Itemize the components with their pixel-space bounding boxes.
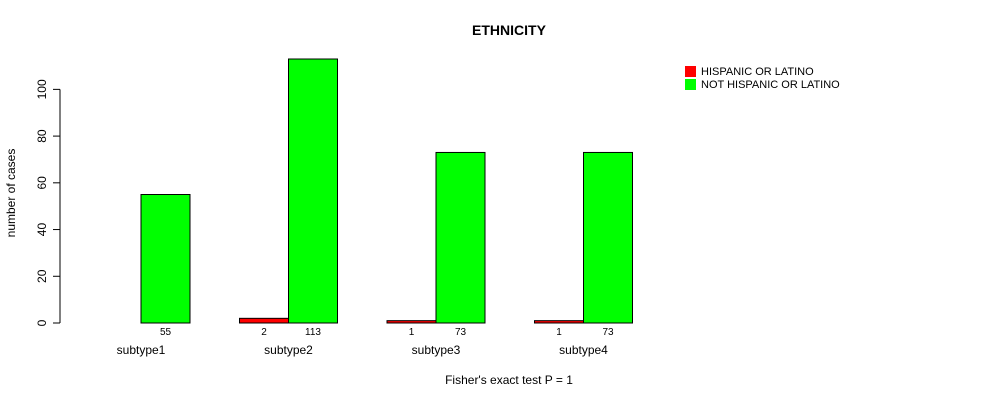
legend-label-0: HISPANIC OR LATINO <box>701 66 814 78</box>
y-axis-label: number of cases <box>4 149 18 238</box>
category-labels: subtype1 subtype2 subtype3 subtype4 <box>117 343 609 357</box>
category-label-subtype2: subtype2 <box>264 343 313 357</box>
y-tick-label-0: 0 <box>35 319 49 326</box>
y-tick-label-40: 40 <box>35 223 49 237</box>
count-label-subtype1-not-hispanic: 55 <box>160 327 172 338</box>
bar-subtype4-hispanic <box>534 320 584 324</box>
bar-subtype4-not-hispanic <box>583 151 633 324</box>
legend-label-1: NOT HISPANIC OR LATINO <box>701 79 840 91</box>
category-label-subtype4: subtype4 <box>559 343 608 357</box>
bar-subtype2-hispanic <box>239 317 289 324</box>
legend-swatch-1 <box>685 79 696 90</box>
category-label-subtype3: subtype3 <box>412 343 461 357</box>
x-axis-label: Fisher's exact test P = 1 <box>445 373 573 387</box>
count-label-subtype4-hispanic: 1 <box>556 327 562 338</box>
legend-swatch-0 <box>685 66 696 77</box>
count-label-subtype3-hispanic: 1 <box>409 327 415 338</box>
count-label-subtype2-not-hispanic: 113 <box>305 327 321 338</box>
y-axis: 0 20 40 60 80 100 <box>35 79 61 326</box>
bar-group <box>140 58 633 324</box>
count-labels: 55 2 113 1 73 1 73 <box>160 327 614 338</box>
bar-subtype1-not-hispanic <box>140 194 191 324</box>
count-label-subtype3-not-hispanic: 73 <box>455 327 467 338</box>
count-label-subtype4-not-hispanic: 73 <box>602 327 614 338</box>
chart-title: ETHNICITY <box>472 22 547 38</box>
bar-subtype2-not-hispanic <box>288 58 338 324</box>
category-label-subtype1: subtype1 <box>117 343 166 357</box>
bar-subtype3-not-hispanic <box>435 151 486 324</box>
y-tick-label-100: 100 <box>35 79 49 99</box>
y-tick-label-20: 20 <box>35 269 49 283</box>
count-label-subtype2-hispanic: 2 <box>261 327 267 338</box>
bar-subtype3-hispanic <box>386 320 437 324</box>
y-tick-label-60: 60 <box>35 176 49 190</box>
y-tick-label-80: 80 <box>35 129 49 143</box>
